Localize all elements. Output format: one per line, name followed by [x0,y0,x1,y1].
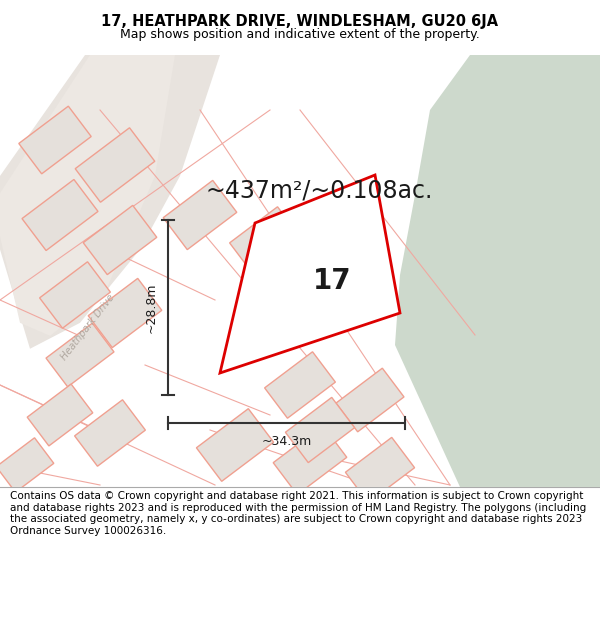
Text: ~437m²/~0.108ac.: ~437m²/~0.108ac. [205,178,433,202]
Polygon shape [395,55,600,487]
Polygon shape [346,438,415,503]
Polygon shape [196,409,274,481]
Polygon shape [88,278,162,348]
Polygon shape [163,181,237,249]
Polygon shape [0,55,220,349]
Polygon shape [40,262,110,328]
Text: Heathpark Drive: Heathpark Drive [59,292,116,362]
Polygon shape [74,400,145,466]
Polygon shape [27,384,93,446]
Text: Map shows position and indicative extent of the property.: Map shows position and indicative extent… [120,28,480,41]
Polygon shape [83,206,157,274]
Polygon shape [0,55,175,336]
Polygon shape [46,323,114,387]
Polygon shape [273,426,347,494]
Polygon shape [19,106,91,174]
Text: 17: 17 [313,267,352,295]
Polygon shape [0,438,54,493]
Polygon shape [22,179,98,251]
Text: 17, HEATHPARK DRIVE, WINDLESHAM, GU20 6JA: 17, HEATHPARK DRIVE, WINDLESHAM, GU20 6J… [101,14,499,29]
Polygon shape [220,175,400,373]
Polygon shape [265,352,335,418]
Polygon shape [230,207,301,273]
Polygon shape [75,127,155,202]
Text: ~34.3m: ~34.3m [262,435,311,448]
Polygon shape [336,368,404,432]
Text: ~28.8m: ~28.8m [145,282,158,332]
Text: Contains OS data © Crown copyright and database right 2021. This information is : Contains OS data © Crown copyright and d… [10,491,586,536]
Polygon shape [286,398,355,462]
